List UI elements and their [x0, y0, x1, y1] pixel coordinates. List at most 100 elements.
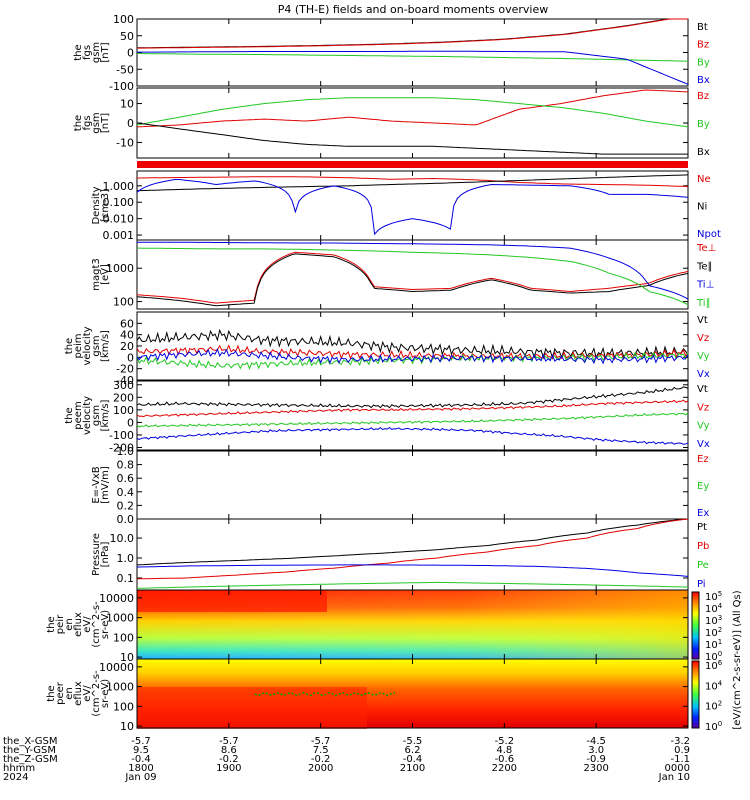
panel-frame	[136, 87, 689, 159]
legend-pe: Pe	[697, 560, 709, 571]
y-tick-label: 0.6	[117, 472, 135, 485]
y-axis-label-line: [nT]	[100, 113, 111, 133]
y-axis-label-line: sr-eV)	[100, 679, 111, 708]
y-axis-label-line: eV/	[82, 685, 93, 702]
panel-frame	[136, 450, 689, 520]
y-tick-label: -20	[116, 363, 134, 376]
legend-ti: Ti⊥	[696, 280, 714, 291]
plot-title: P4 (TH-E) fields and on-board moments ov…	[278, 3, 549, 16]
panel-frame	[136, 239, 689, 310]
legend-bt: Bt	[697, 22, 708, 33]
y-tick-label: 0.4	[117, 486, 135, 499]
y-axis-label-line: [eV]	[100, 264, 111, 285]
x-axis-tick-label: 0000	[665, 763, 690, 774]
y-axis-label: Pressure[nPa]	[91, 533, 111, 576]
colorbar-tick-lower-exponent: 0	[718, 720, 722, 728]
series-line-bz	[136, 89, 689, 128]
y-axis-label-line: the	[73, 44, 84, 60]
x-axis-tick-label: 9.5	[133, 745, 149, 756]
x-axis-tick-label: -0.2	[311, 754, 331, 765]
legend-bz: Bz	[697, 40, 709, 51]
series-line-by	[137, 53, 689, 62]
y-tick-label: 10.0	[110, 532, 135, 545]
y-axis-label-line: en	[64, 618, 75, 631]
y-tick-label: 0	[127, 117, 134, 130]
y-axis-label-line: en	[64, 687, 75, 700]
colorbar-tick-upper-exponent: 3	[718, 614, 722, 622]
y-tick-label: 1000	[106, 262, 134, 275]
series-line-ti	[137, 247, 689, 306]
y-axis-label-line: sr-eV)	[100, 610, 111, 639]
y-axis-label-line: [mV/m]	[100, 466, 111, 504]
x-axis-tick-label: 0.9	[674, 745, 690, 756]
x-axis-tick-label: -3.2	[670, 736, 690, 747]
x-axis-tick-label: 7.5	[313, 745, 329, 756]
y-axis-label: E=-VxB[mV/m]	[91, 466, 111, 504]
series-line-bx	[136, 122, 688, 155]
y-tick-label: -200	[109, 441, 134, 454]
y-axis-label-line: [km/s]	[100, 399, 111, 431]
colorbar-tick-lower-exponent: 4	[718, 679, 723, 687]
y-axis-label-line: eflux	[73, 612, 84, 637]
y-tick-label: 1.0	[117, 445, 135, 458]
data-quality-bar	[137, 161, 688, 168]
legend-te: Te∥	[696, 261, 713, 272]
x-axis-tick-label: Jan 09	[124, 772, 156, 783]
y-axis-label-line: [nT]	[100, 42, 111, 62]
legend-by: By	[697, 119, 710, 130]
x-axis-tick-label: 2200	[492, 763, 517, 774]
y-tick-label: 1000	[106, 681, 134, 694]
y-tick-label: 0	[127, 47, 134, 60]
colorbar-tick-upper-exponent: 1	[718, 638, 722, 646]
y-tick-label: 0.0	[117, 513, 135, 526]
legend-pt: Pt	[697, 522, 707, 533]
y-tick-label: -10	[116, 136, 134, 149]
colorbar-tick-upper-exponent: 5	[718, 590, 722, 598]
x-axis-tick-label: -5.5	[403, 736, 423, 747]
x-axis-tick-label: -5.7	[311, 736, 331, 747]
series-line-vt	[136, 328, 689, 360]
y-axis-label-line: [cm-3]	[100, 189, 111, 222]
x-axis-row-label: 2024	[3, 772, 28, 783]
y-axis-label-line: E=-VxB	[91, 466, 102, 503]
y-tick-label: 100	[113, 404, 134, 417]
y-tick-label: 0	[127, 351, 134, 364]
colorbar-label: [eV/(cm^2-s-sr-eV)] (All Qs)	[732, 590, 743, 729]
y-tick-label: 100	[113, 631, 134, 644]
y-tick-label: 0.010	[103, 213, 135, 226]
y-axis-label-line: [nPa]	[100, 541, 111, 567]
y-tick-label: -50	[116, 63, 134, 76]
x-axis-annotation: the_X-GSMthe_Y-GSMthe_Z-GSMhhmm2024-5.79…	[3, 736, 690, 783]
legend-bx: Bx	[697, 147, 710, 158]
y-tick-label: 50	[120, 30, 134, 43]
panel-frame	[136, 170, 689, 241]
y-tick-label: 60	[120, 317, 134, 330]
colorbar-tick-lower-exponent: 2	[718, 700, 722, 708]
series-line-vt	[136, 386, 689, 409]
series-line-vx	[136, 426, 689, 445]
spectrogram-hot-band	[137, 590, 327, 612]
y-tick-label: 10000	[99, 592, 134, 605]
series-line-bx	[136, 50, 689, 85]
colorbar-tick-lower-exponent: 6	[718, 659, 723, 667]
colorbar-lower	[691, 660, 700, 729]
y-tick-label: 200	[113, 391, 134, 404]
y-axis-label-line: the	[64, 338, 75, 354]
y-tick-label: 10000	[99, 661, 134, 674]
y-axis-label-line: (cm^2-s-	[91, 601, 102, 648]
y-axis-label-line: fgs	[82, 45, 93, 60]
colorbar-tick-upper-exponent: 0	[718, 650, 722, 658]
series-line-by	[136, 97, 689, 128]
x-axis-row-label: the_Z-GSM	[3, 754, 58, 765]
y-axis-label-line: peem	[73, 401, 84, 429]
y-axis-label-line: gsm	[91, 112, 102, 133]
panel-peer_eflux: 10100100010000thepeerenefluxeV/(cm^2-s-s…	[46, 658, 689, 733]
x-axis-tick-label: 6.2	[405, 745, 421, 756]
y-tick-label: 10	[120, 98, 134, 111]
legend-vt: Vt	[697, 384, 708, 395]
